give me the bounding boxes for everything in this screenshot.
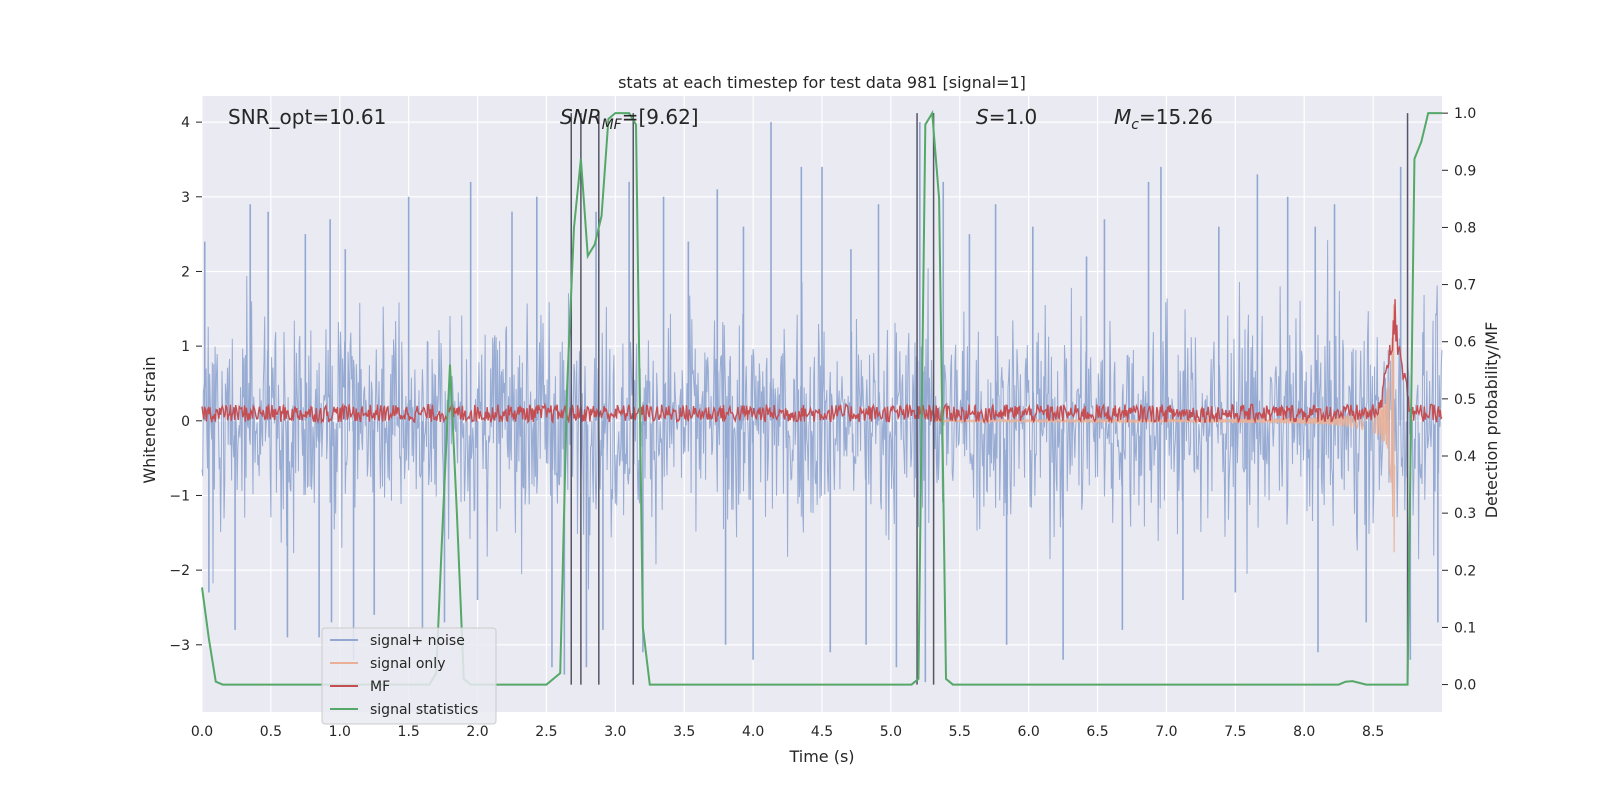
x-tick-label: 1.5	[398, 724, 420, 740]
mf-series	[201, 299, 1443, 425]
y-right-tick-label: 0.2	[1454, 563, 1476, 579]
y-left-tick-label: 3	[181, 190, 190, 206]
signal-statistics-series	[201, 109, 1442, 686]
annotation-s-value: =1.0	[989, 105, 1038, 129]
annotation-snr-opt: SNR_opt=10.61	[228, 105, 386, 129]
annotation-s: S=1.0	[976, 105, 1037, 129]
x-tick-label: 8.0	[1293, 724, 1315, 740]
x-tick-label: 0.0	[191, 724, 213, 740]
annotation-mc-symbol: M	[1114, 105, 1131, 129]
legend: signal+ noise signal only MF signal stat…	[321, 627, 497, 725]
x-tick-label: 7.0	[1155, 724, 1177, 740]
y-left-tick-label: −3	[169, 638, 190, 654]
x-tick-label: 4.5	[811, 724, 833, 740]
y-right-tick-label: 0.5	[1454, 392, 1476, 408]
x-tick-label: 8.5	[1362, 724, 1384, 740]
x-tick-label: 5.0	[880, 724, 902, 740]
x-tick-label: 6.0	[1018, 724, 1040, 740]
y-left-axis-label: Whitened strain	[140, 356, 159, 483]
x-tick-label: 3.5	[673, 724, 695, 740]
legend-label-signal-noise: signal+ noise	[370, 633, 465, 649]
signal-statistics-line	[201, 109, 1442, 686]
chart-title: stats at each timestep for test data 981…	[618, 73, 1026, 92]
y-left-tick-label: −2	[169, 563, 190, 579]
annotation-snr-mf-subscript: MF	[602, 117, 623, 133]
y-right-tick-label: 0.1	[1454, 620, 1476, 636]
annotation-snr-mf-value: =[9.62]	[622, 105, 699, 129]
y-right-tick-label: 1.0	[1454, 106, 1476, 122]
x-tick-label: 1.0	[329, 724, 351, 740]
legend-label-signal-only: signal only	[370, 656, 445, 672]
y-right-tick-label: 0.8	[1454, 220, 1476, 236]
x-tick-label: 7.5	[1224, 724, 1246, 740]
x-tick-label: 2.5	[535, 724, 557, 740]
y-left-tick-label: 0	[181, 414, 190, 430]
x-tick-label: 4.0	[742, 724, 764, 740]
y-left-tick-label: −1	[169, 488, 190, 504]
x-tick-label: 3.0	[604, 724, 626, 740]
y-right-tick-label: 0.4	[1454, 449, 1476, 465]
y-left-axis-ticks: 4 3 2 1 0 −1 −2 −3	[169, 115, 202, 654]
x-tick-label: 6.5	[1086, 724, 1108, 740]
y-left-tick-label: 2	[181, 264, 190, 280]
x-axis-ticks: 0.0 0.5 1.0 1.5 2.0 2.5 3.0 3.5 4.0 4.5 5.0 5.5 6.0 6…	[191, 724, 1384, 740]
y-right-axis-label: Detection probability/MF	[1482, 322, 1501, 519]
y-right-tick-label: 0.6	[1454, 335, 1476, 351]
x-tick-label: 2.0	[466, 724, 488, 740]
x-tick-label: 0.5	[260, 724, 282, 740]
annotation-mc-subscript: c	[1131, 117, 1139, 133]
signal-noise-series	[201, 122, 1443, 683]
legend-label-mf: MF	[370, 679, 390, 695]
y-right-tick-label: 0.3	[1454, 506, 1476, 522]
x-tick-label: 5.5	[949, 724, 971, 740]
y-right-tick-label: 0.7	[1454, 278, 1476, 294]
y-right-tick-label: 0.9	[1454, 163, 1476, 179]
detection-lines	[570, 113, 1409, 685]
annotation-mc-value: =15.26	[1139, 105, 1213, 129]
y-left-tick-label: 4	[181, 115, 190, 131]
legend-label-signal-statistics: signal statistics	[370, 702, 478, 718]
y-right-axis-ticks: 1.0 0.9 0.8 0.7 0.6 0.5 0.4 0.3 0.2 0.1 0.0	[1442, 106, 1476, 694]
annotation-mc: Mc=15.26	[1114, 105, 1213, 133]
legend-box	[321, 627, 497, 725]
annotation-s-symbol: S	[976, 105, 989, 129]
x-axis-label: Time (s)	[788, 747, 854, 766]
annotation-snr-mf: SNRMF=[9.62]	[560, 105, 699, 133]
annotation-snr-mf-symbol: SNR	[560, 105, 602, 129]
y-left-tick-label: 1	[181, 339, 190, 355]
y-right-tick-label: 0.0	[1454, 678, 1476, 694]
mf-line	[201, 299, 1443, 425]
